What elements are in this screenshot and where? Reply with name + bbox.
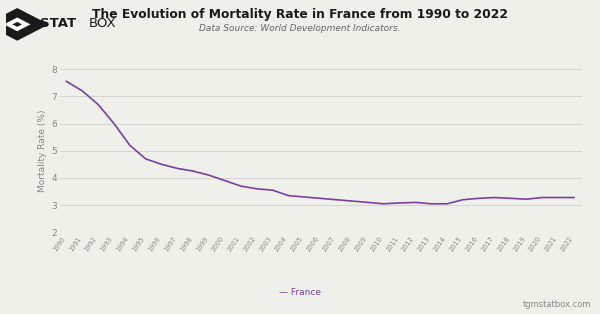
Y-axis label: Mortality Rate (%): Mortality Rate (%) xyxy=(38,110,47,192)
Text: Data Source: World Development Indicators.: Data Source: World Development Indicator… xyxy=(199,24,401,33)
Text: The Evolution of Mortality Rate in France from 1990 to 2022: The Evolution of Mortality Rate in Franc… xyxy=(92,8,508,21)
Text: tgmstatbox.com: tgmstatbox.com xyxy=(523,300,591,309)
Polygon shape xyxy=(0,8,49,41)
Text: — France: — France xyxy=(279,288,321,297)
Polygon shape xyxy=(13,22,22,27)
Text: STAT: STAT xyxy=(40,17,76,30)
Polygon shape xyxy=(4,18,31,31)
Text: BOX: BOX xyxy=(89,17,117,30)
